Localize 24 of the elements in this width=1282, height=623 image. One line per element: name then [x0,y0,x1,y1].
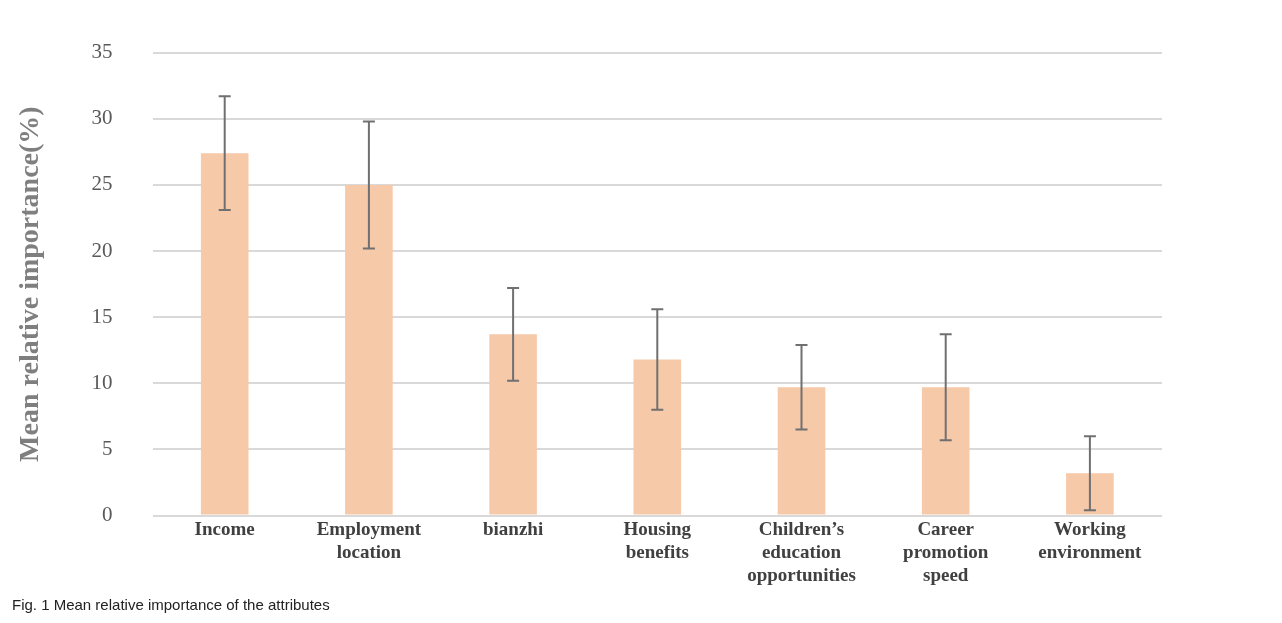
y-tick-label: 5 [102,435,113,460]
y-tick-label: 35 [91,39,113,64]
x-tick-label: Income [194,517,255,539]
caption: Fig. 1 Mean relative importance of the attributes [12,596,330,613]
y-tick-label: 25 [91,171,113,196]
bar [489,334,537,515]
y-tick-label: 30 [91,105,113,130]
bar [921,387,970,515]
x-tick-label: Working environment [1038,517,1143,562]
bar [345,184,393,515]
y-tick-label: 10 [91,369,113,394]
y-tick-label: 0 [102,502,113,527]
y-tick-label: 15 [91,303,113,328]
bar [633,359,682,515]
bar [777,387,826,515]
x-tick-label: bianzhi [483,517,544,539]
x-tick-label: Career promotion speed [903,517,989,585]
bar [200,153,249,515]
y-axis-title: Mean relative importance(%) [13,106,45,462]
x-tick-label: Housing benefits [623,517,692,562]
bar [1066,473,1114,515]
x-tick-label: Children’s education opportunities [747,517,856,585]
x-tick-label: Employment location [316,517,422,562]
y-tick-label: 20 [91,237,113,262]
